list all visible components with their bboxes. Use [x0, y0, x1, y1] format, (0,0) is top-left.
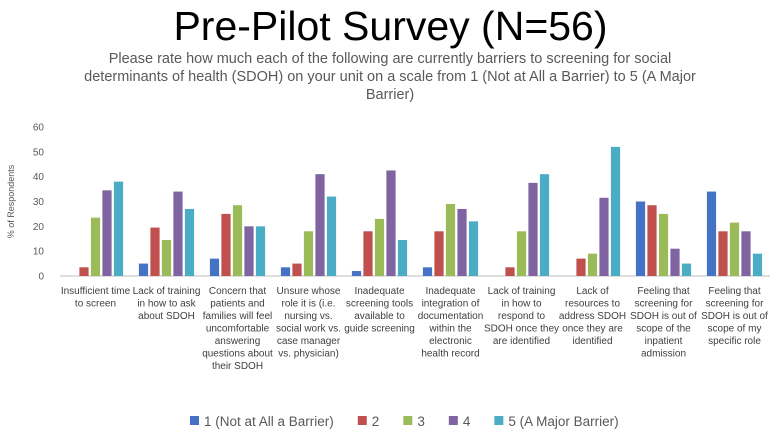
bar — [445, 203, 456, 276]
bar — [587, 253, 598, 276]
x-tick-label: Inadequate screening tools available to gui… — [344, 286, 415, 335]
bar — [315, 174, 325, 276]
bar — [528, 182, 538, 276]
bar — [303, 231, 314, 276]
legend-swatch — [403, 416, 413, 425]
y-tick-label: 40 — [33, 172, 45, 183]
bar — [244, 226, 254, 276]
bar — [280, 267, 291, 276]
y-tick-label: 20 — [33, 222, 45, 233]
bar — [90, 217, 101, 276]
bar — [729, 222, 740, 276]
bar — [363, 231, 373, 276]
x-tick-label: Lack of resources to address SDOH once they… — [559, 286, 626, 347]
x-tick-label: Feeling that screening for SDOH is out of s… — [630, 286, 697, 360]
bar — [138, 263, 149, 276]
bar — [468, 221, 479, 276]
x-tick-label: Concern that patients and families will fe… — [202, 286, 273, 372]
bar — [752, 253, 763, 276]
bar — [576, 258, 586, 276]
bar — [610, 146, 621, 276]
bar — [422, 267, 433, 276]
bar — [505, 267, 515, 276]
bar — [658, 213, 669, 276]
y-tick-label: 50 — [33, 147, 45, 158]
y-tick-label: 60 — [33, 123, 45, 134]
legend-label: 2 — [372, 414, 380, 429]
bar — [173, 191, 183, 276]
chart-title: Pre-Pilot Survey (N=56) — [173, 3, 608, 49]
bar — [539, 174, 550, 276]
bar — [635, 201, 646, 276]
x-tick-label: Insufficient time to screen — [61, 286, 131, 310]
bar — [434, 231, 444, 276]
legend-label: 1 (Not at All a Barrier) — [204, 414, 334, 429]
y-tick-label: 0 — [38, 272, 44, 283]
bar — [706, 191, 717, 276]
bar — [374, 218, 385, 276]
bar — [681, 263, 692, 276]
bar — [516, 231, 527, 276]
legend-swatch — [494, 416, 504, 425]
legend-label: 4 — [463, 414, 471, 429]
bar — [351, 271, 362, 276]
bar — [386, 170, 396, 276]
x-tick-label: Unsure whose role it is (i.e. nursing vs. s… — [276, 286, 341, 360]
legend-swatch — [190, 416, 199, 425]
bar — [397, 239, 408, 276]
bar — [79, 267, 89, 276]
bar — [161, 239, 172, 276]
bar — [599, 197, 609, 276]
legend-swatch — [357, 416, 367, 425]
bar — [113, 181, 124, 276]
y-axis-label: % of Respondents — [6, 164, 16, 238]
x-tick-label: Lack of training in how to respond to SDOH … — [484, 286, 559, 347]
bar — [232, 205, 243, 276]
legend-label: 3 — [417, 414, 425, 429]
bar — [209, 258, 220, 276]
bar — [670, 248, 680, 276]
x-tick-label: Feeling that screening for SDOH is out of s… — [701, 286, 768, 347]
bar — [255, 226, 266, 276]
x-tick-label: Inadequate integration of documentation wit… — [418, 286, 484, 360]
chart-subtitle: Please rate how much each of the followi… — [84, 51, 696, 103]
bar — [718, 231, 728, 276]
legend-label: 5 (A Major Barrier) — [508, 414, 618, 429]
bar — [102, 190, 112, 276]
bar — [647, 205, 657, 276]
bar — [292, 263, 302, 276]
x-tick-label: Lack of training in how to ask about SDOH — [133, 286, 201, 322]
bar — [184, 208, 195, 276]
y-tick-label: 30 — [33, 197, 45, 208]
bar — [741, 231, 751, 276]
bar — [221, 213, 231, 276]
legend-swatch — [448, 416, 458, 425]
bar — [457, 208, 467, 276]
bar — [326, 196, 337, 276]
bar — [150, 227, 160, 276]
y-tick-label: 10 — [33, 247, 45, 258]
